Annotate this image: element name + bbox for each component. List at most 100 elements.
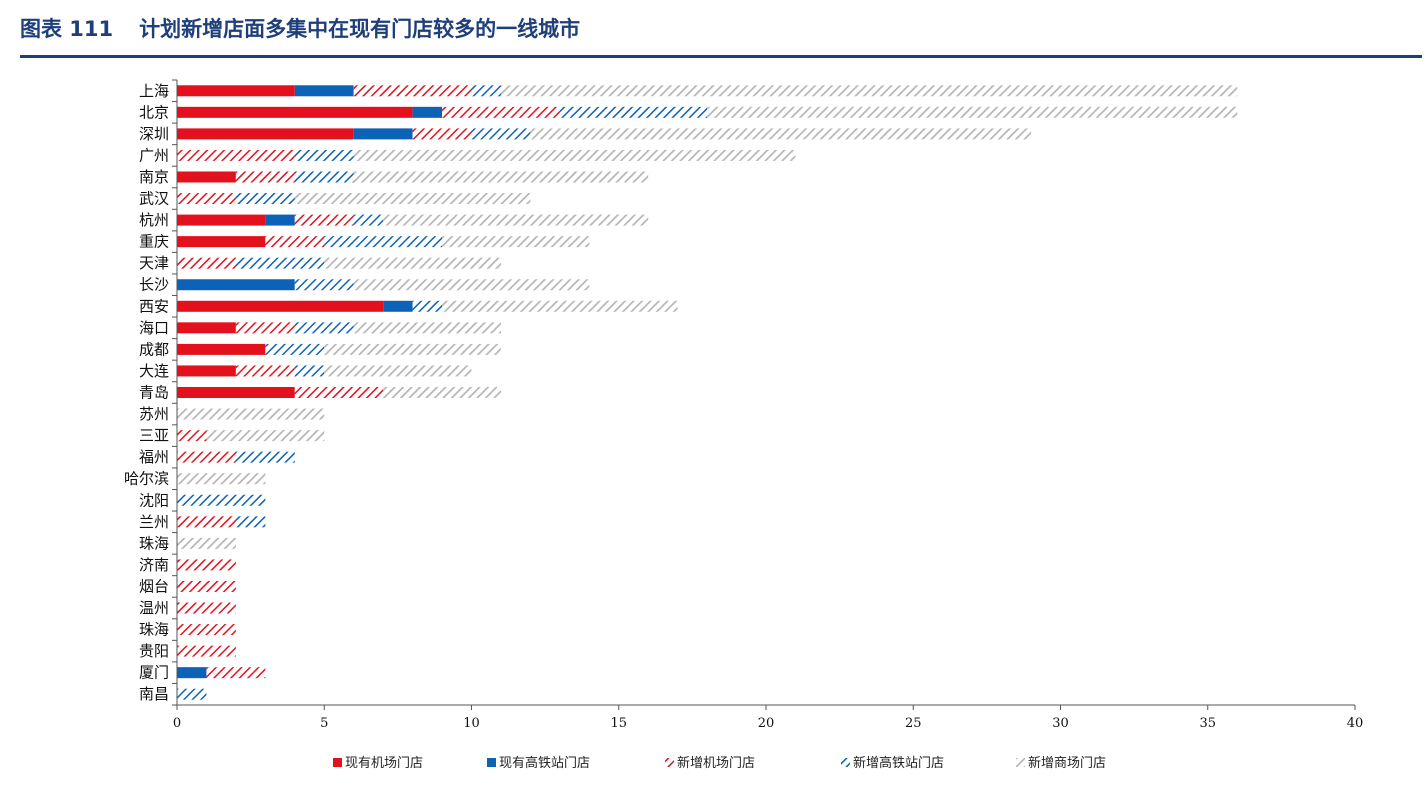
- bar-segment-15-3: [294, 387, 384, 398]
- y-tick-label-11: 西安: [139, 297, 169, 315]
- y-tick-label-14: 大连: [139, 362, 169, 380]
- bar-segment-6-3: [177, 193, 236, 205]
- legend-swatch-5: [1016, 758, 1025, 767]
- y-tick-label-20: 沈阳: [139, 491, 169, 509]
- bar-segment-7-3: [294, 214, 354, 226]
- y-tick-label-22: 珠海: [139, 534, 169, 552]
- x-tick-label-10: 10: [463, 716, 480, 731]
- y-tick-label-8: 重庆: [139, 233, 169, 251]
- bar-segment-14-5: [324, 365, 472, 377]
- bar-segment-8-3: [265, 236, 325, 248]
- x-tick-label-15: 15: [610, 716, 627, 731]
- title-rule: [20, 55, 1422, 58]
- legend-swatch-1: [333, 758, 342, 767]
- bar-segment-25-3: [177, 602, 236, 614]
- y-tick-label-1: 上海: [139, 82, 169, 100]
- bar-segment-8-5: [442, 236, 590, 248]
- bar-segment-28-3: [206, 667, 266, 679]
- y-tick-label-19: 哈尔滨: [124, 470, 169, 488]
- y-tick-label-12: 海口: [139, 319, 169, 337]
- axes-group: 上海北京深圳广州南京武汉杭州重庆天津长沙西安海口成都大连青岛苏州三亚福州哈尔滨沈…: [124, 79, 1364, 731]
- x-tick-label-40: 40: [1347, 716, 1364, 731]
- y-tick-label-21: 兰州: [139, 513, 169, 531]
- y-tick-label-15: 青岛: [139, 384, 169, 402]
- bar-segment-19-5: [177, 473, 266, 485]
- bar-segment-12-4: [294, 322, 354, 334]
- y-tick-label-4: 广州: [139, 146, 169, 164]
- y-tick-label-17: 三亚: [139, 427, 169, 445]
- y-tick-label-24: 烟台: [139, 577, 169, 595]
- bar-segment-9-4: [235, 257, 325, 269]
- bar-segment-1-4: [471, 85, 501, 97]
- bar-segment-13-5: [324, 343, 501, 355]
- legend-label-2: 现有高铁站门店: [499, 755, 590, 771]
- bar-segment-20-4: [177, 494, 266, 506]
- legend-swatch-4: [841, 758, 850, 767]
- bar-segment-14-4: [294, 365, 325, 377]
- y-tick-label-5: 南京: [139, 168, 169, 186]
- bar-segment-1-5: [500, 85, 1238, 97]
- bar-segment-8-4: [324, 236, 443, 248]
- bar-segment-9-5: [324, 257, 501, 269]
- legend-label-1: 现有机场门店: [345, 756, 423, 771]
- x-tick-label-0: 0: [173, 716, 181, 731]
- bar-segment-17-5: [206, 430, 325, 442]
- bar-segment-18-3: [177, 451, 236, 463]
- y-tick-label-2: 北京: [139, 103, 169, 121]
- legend: 现有机场门店 现有高铁站门店 新增机场门店 新增高铁站门店 新增商场门店: [333, 755, 1106, 771]
- bar-segment-11-5: [442, 300, 678, 312]
- bar-segment-28-2: [177, 667, 207, 679]
- bar-segment-4-3: [177, 149, 295, 161]
- y-tick-label-3: 深圳: [139, 125, 169, 143]
- bar-segment-15-5: [383, 387, 501, 398]
- y-tick-label-29: 南昌: [139, 685, 169, 703]
- x-tick-label-30: 30: [1052, 716, 1069, 731]
- bar-segment-4-5: [353, 149, 796, 161]
- bar-segment-5-1: [177, 171, 236, 183]
- y-tick-label-26: 珠海: [139, 621, 169, 639]
- figure-title: 图表 111 计划新增店面多集中在现有门店较多的一线城市: [20, 14, 580, 44]
- bar-segment-12-1: [177, 322, 236, 334]
- bar-segment-22-5: [177, 537, 236, 549]
- bar-segment-1-1: [177, 85, 295, 97]
- bar-segment-12-3: [235, 322, 295, 334]
- bar-segment-15-1: [177, 387, 295, 398]
- bar-segment-17-3: [177, 430, 207, 442]
- bar-segment-21-4: [235, 516, 266, 528]
- bar-segment-4-4: [294, 149, 354, 161]
- bar-segment-11-2: [383, 300, 413, 312]
- bar-segment-12-5: [353, 322, 501, 334]
- legend-swatch-3: [665, 758, 674, 767]
- bar-segment-23-3: [177, 559, 236, 571]
- bar-segment-8-1: [177, 236, 266, 248]
- bar-segment-11-1: [177, 300, 384, 312]
- bar-segment-24-3: [177, 580, 236, 592]
- bar-segment-7-5: [383, 214, 649, 226]
- bar-segment-1-3: [353, 85, 472, 97]
- y-tick-label-25: 温州: [139, 599, 169, 617]
- bar-segment-9-3: [177, 257, 236, 269]
- x-tick-label-20: 20: [758, 716, 775, 731]
- bar-segment-11-4: [412, 300, 443, 312]
- bar-segment-5-5: [353, 171, 649, 183]
- bar-segment-3-3: [412, 128, 472, 140]
- bar-segment-5-4: [294, 171, 354, 183]
- figure-number: 图表 111: [20, 17, 114, 41]
- bar-segment-5-3: [235, 171, 295, 183]
- bar-segment-3-2: [353, 128, 413, 140]
- figure-title-text: 计划新增店面多集中在现有门店较多的一线城市: [139, 17, 581, 41]
- bar-segment-29-4: [177, 688, 207, 700]
- legend-swatch-2: [487, 758, 496, 767]
- bar-segment-3-1: [177, 128, 354, 140]
- bar-segment-1-2: [294, 85, 354, 97]
- y-tick-label-9: 天津: [139, 254, 169, 272]
- bar-segment-26-3: [177, 624, 236, 636]
- y-tick-label-13: 成都: [139, 340, 169, 358]
- bar-segment-2-1: [177, 106, 413, 118]
- x-tick-label-25: 25: [905, 716, 922, 731]
- y-tick-label-23: 济南: [139, 556, 169, 574]
- bar-segment-18-4: [235, 451, 295, 463]
- bar-segment-7-1: [177, 214, 266, 226]
- bar-segment-13-1: [177, 343, 266, 355]
